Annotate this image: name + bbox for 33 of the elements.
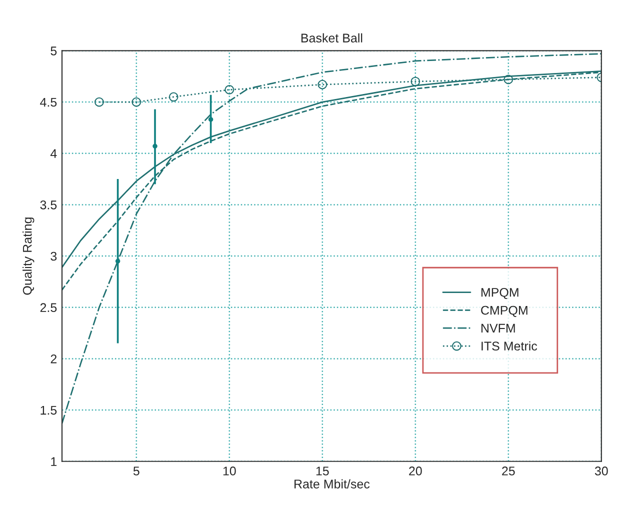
y-tick-label: 4 (50, 149, 57, 158)
legend-label: ITS Metric (482, 341, 538, 351)
legend-label: MPQM (481, 288, 518, 300)
y-tick-label: 3 (50, 252, 57, 261)
point (318, 80, 328, 90)
y-tick-label: 2.5 (40, 303, 57, 312)
x-tick-label: 15 (316, 466, 329, 476)
y-tick-label: 2 (50, 354, 57, 364)
legend-label: NVFM (481, 324, 515, 332)
y-axis-title: Quality Rating (22, 218, 34, 295)
point (410, 76, 420, 86)
point (132, 97, 142, 107)
point (208, 117, 214, 122)
x-tick-label: 5 (133, 466, 140, 476)
point (94, 97, 104, 107)
line-series (62, 53, 602, 424)
x-tick-label: 10 (223, 466, 236, 476)
chart-title: Basket Ball (301, 33, 362, 42)
x-tick-label: 25 (502, 466, 515, 476)
y-tick-label: 3.5 (40, 200, 57, 210)
point (504, 74, 514, 84)
y-tick-label: 5 (50, 46, 57, 56)
x-tick-label: 30 (594, 466, 608, 476)
x-tick-label: 20 (409, 466, 422, 476)
y-tick-label: 4.5 (40, 98, 57, 107)
point (152, 144, 158, 149)
y-tick-label: 1 (51, 457, 57, 466)
point (224, 85, 234, 94)
legend-label: CMPQM (481, 306, 528, 317)
point (168, 92, 178, 102)
point (115, 258, 120, 264)
y-tick-label: 1.5 (40, 406, 57, 415)
x-axis-title: Rate Mbit/sec (294, 479, 370, 488)
